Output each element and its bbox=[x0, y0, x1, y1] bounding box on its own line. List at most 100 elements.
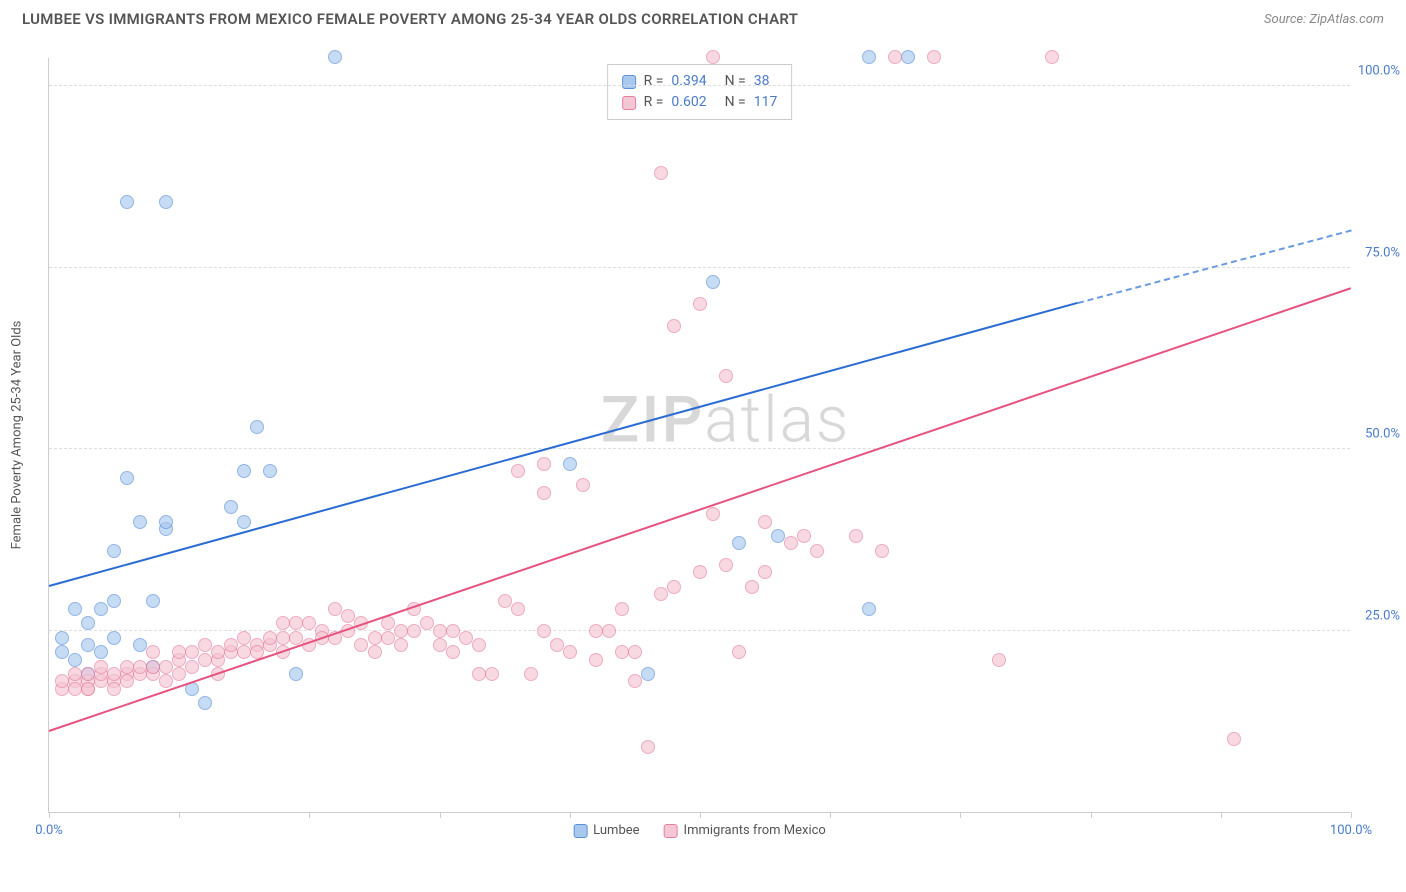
data-point bbox=[472, 667, 486, 681]
x-tick bbox=[830, 812, 831, 818]
data-point bbox=[719, 558, 733, 572]
data-point bbox=[237, 631, 251, 645]
legend-row-lumbee: R = 0.394 N = 38 bbox=[622, 71, 778, 92]
data-point bbox=[758, 565, 772, 579]
data-point bbox=[289, 631, 303, 645]
data-point bbox=[120, 660, 134, 674]
trend-line bbox=[49, 287, 1352, 732]
legend-swatch-icon bbox=[622, 75, 636, 89]
data-point bbox=[146, 645, 160, 659]
gridline bbox=[49, 85, 1350, 86]
data-point bbox=[498, 594, 512, 608]
data-point bbox=[563, 645, 577, 659]
data-point bbox=[237, 645, 251, 659]
data-point bbox=[524, 667, 538, 681]
data-point bbox=[1045, 50, 1059, 64]
data-point bbox=[550, 638, 564, 652]
data-point bbox=[81, 616, 95, 630]
data-point bbox=[758, 515, 772, 529]
data-point bbox=[407, 624, 421, 638]
data-point bbox=[302, 616, 316, 630]
data-point bbox=[745, 580, 759, 594]
scatter-chart: Female Poverty Among 25-34 Year Olds ZIP… bbox=[48, 58, 1350, 813]
data-point bbox=[537, 624, 551, 638]
data-point bbox=[602, 624, 616, 638]
data-point bbox=[107, 682, 121, 696]
n-value-lumbee: 38 bbox=[754, 71, 770, 92]
data-point bbox=[276, 616, 290, 630]
data-point bbox=[784, 536, 798, 550]
data-point bbox=[654, 166, 668, 180]
data-point bbox=[328, 50, 342, 64]
data-point bbox=[875, 544, 889, 558]
data-point bbox=[107, 631, 121, 645]
data-point bbox=[641, 740, 655, 754]
data-point bbox=[537, 457, 551, 471]
data-point bbox=[615, 602, 629, 616]
data-point bbox=[368, 631, 382, 645]
gridline bbox=[49, 448, 1350, 449]
data-point bbox=[120, 471, 134, 485]
data-point bbox=[185, 645, 199, 659]
data-point bbox=[1227, 732, 1241, 746]
data-point bbox=[146, 660, 160, 674]
data-point bbox=[732, 645, 746, 659]
data-point bbox=[797, 529, 811, 543]
data-point bbox=[198, 638, 212, 652]
data-point bbox=[420, 616, 434, 630]
legend-correlation: R = 0.394 N = 38 R = 0.602 N = 117 bbox=[607, 64, 793, 120]
data-point bbox=[888, 50, 902, 64]
data-point bbox=[394, 624, 408, 638]
x-tick bbox=[1091, 812, 1092, 818]
data-point bbox=[224, 638, 238, 652]
data-point bbox=[107, 667, 121, 681]
data-point bbox=[615, 645, 629, 659]
data-point bbox=[68, 602, 82, 616]
data-point bbox=[485, 667, 499, 681]
data-point bbox=[706, 50, 720, 64]
data-point bbox=[693, 565, 707, 579]
data-point bbox=[589, 653, 603, 667]
data-point bbox=[81, 638, 95, 652]
data-point bbox=[654, 587, 668, 601]
data-point bbox=[459, 631, 473, 645]
data-point bbox=[55, 645, 69, 659]
y-tick-label: 25.0% bbox=[1356, 608, 1400, 623]
y-axis-label: Female Poverty Among 25-34 Year Olds bbox=[10, 321, 25, 550]
data-point bbox=[433, 638, 447, 652]
data-point bbox=[68, 667, 82, 681]
x-tick bbox=[309, 812, 310, 818]
data-point bbox=[185, 660, 199, 674]
data-point bbox=[250, 420, 264, 434]
chart-title: LUMBEE VS IMMIGRANTS FROM MEXICO FEMALE … bbox=[22, 10, 798, 28]
x-tick-label: 0.0% bbox=[35, 823, 63, 838]
data-point bbox=[628, 674, 642, 688]
data-point bbox=[433, 624, 447, 638]
data-point bbox=[94, 645, 108, 659]
data-point bbox=[107, 544, 121, 558]
data-point bbox=[394, 638, 408, 652]
data-point bbox=[159, 195, 173, 209]
data-point bbox=[693, 297, 707, 311]
legend-swatch-icon bbox=[664, 824, 678, 838]
data-point bbox=[354, 638, 368, 652]
data-point bbox=[771, 529, 785, 543]
x-tick bbox=[960, 812, 961, 818]
x-tick bbox=[179, 812, 180, 818]
data-point bbox=[706, 507, 720, 521]
data-point bbox=[927, 50, 941, 64]
data-point bbox=[628, 645, 642, 659]
data-point bbox=[810, 544, 824, 558]
y-tick-label: 100.0% bbox=[1356, 64, 1400, 79]
data-point bbox=[120, 674, 134, 688]
legend-swatch-icon bbox=[573, 824, 587, 838]
data-point bbox=[341, 609, 355, 623]
data-point bbox=[992, 653, 1006, 667]
data-point bbox=[263, 464, 277, 478]
data-point bbox=[537, 486, 551, 500]
data-point bbox=[511, 602, 525, 616]
chart-header: LUMBEE VS IMMIGRANTS FROM MEXICO FEMALE … bbox=[0, 0, 1406, 34]
data-point bbox=[576, 478, 590, 492]
legend-item-mexico: Immigrants from Mexico bbox=[664, 823, 826, 838]
data-point bbox=[862, 50, 876, 64]
